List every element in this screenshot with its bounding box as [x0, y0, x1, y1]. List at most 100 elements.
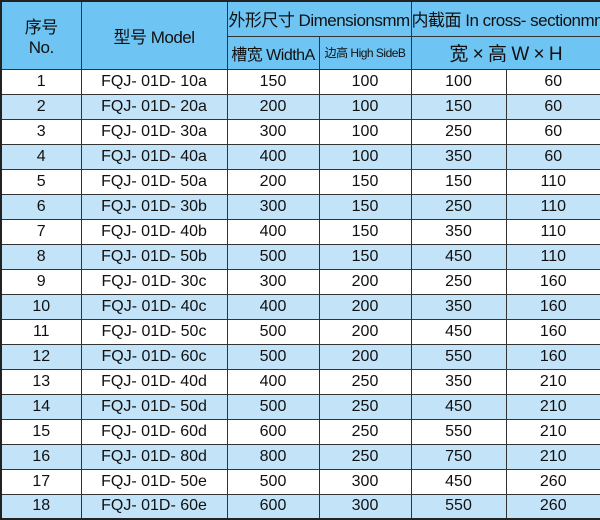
cell-width: 600	[226, 493, 320, 520]
cell-inner-width: 150	[410, 93, 507, 120]
cell-inner-width: 450	[410, 393, 507, 420]
cell-width: 150	[226, 68, 320, 95]
cell-high-side: 100	[318, 118, 412, 145]
cell-inner-width: 250	[410, 193, 507, 220]
cell-inner-width: 350	[410, 293, 507, 320]
cell-model: FQJ- 01D- 60d	[80, 418, 228, 445]
cell-no: 14	[0, 393, 82, 420]
cell-inner-width: 250	[410, 268, 507, 295]
table-row: 11 FQJ- 01D- 50c 500 200 450 160	[0, 318, 600, 345]
table-row: 18 FQJ- 01D- 60e 600 300 550 260	[0, 493, 600, 520]
table-row: 12 FQJ- 01D- 60c 500 200 550 160	[0, 343, 600, 370]
cell-inner-width: 450	[410, 243, 507, 270]
cell-high-side: 100	[318, 93, 412, 120]
header-width: 槽宽 WidthA	[226, 35, 320, 70]
cell-inner-height: 60	[505, 118, 600, 145]
cell-no: 3	[0, 118, 82, 145]
cell-model: FQJ- 01D- 50d	[80, 393, 228, 420]
header-no-cn: 序号	[24, 17, 59, 37]
cell-inner-height: 210	[505, 368, 600, 395]
cell-no: 5	[0, 168, 82, 195]
cell-model: FQJ- 01D- 60c	[80, 343, 228, 370]
cell-no: 10	[0, 293, 82, 320]
cell-inner-height: 60	[505, 143, 600, 170]
table-row: 7 FQJ- 01D- 40b 400 150 350 110	[0, 218, 600, 245]
cell-width: 500	[226, 468, 320, 495]
cell-high-side: 250	[318, 443, 412, 470]
cell-model: FQJ- 01D- 30a	[80, 118, 228, 145]
table-row: 10 FQJ- 01D- 40c 400 200 350 160	[0, 293, 600, 320]
header-high-side: 边高 High SideB	[318, 35, 412, 70]
cell-inner-height: 60	[505, 93, 600, 120]
cell-no: 11	[0, 318, 82, 345]
cell-inner-width: 350	[410, 368, 507, 395]
cell-no: 2	[0, 93, 82, 120]
cell-no: 8	[0, 243, 82, 270]
cell-inner-height: 210	[505, 443, 600, 470]
table-row: 1 FQJ- 01D- 10a 150 100 100 60	[0, 68, 600, 95]
cell-width: 400	[226, 143, 320, 170]
cell-width: 500	[226, 318, 320, 345]
header-model: 型号 Model	[80, 0, 228, 70]
cell-high-side: 150	[318, 243, 412, 270]
cell-inner-height: 110	[505, 218, 600, 245]
table-row: 14 FQJ- 01D- 50d 500 250 450 210	[0, 393, 600, 420]
table-row: 2 FQJ- 01D- 20a 200 100 150 60	[0, 93, 600, 120]
cell-inner-height: 160	[505, 318, 600, 345]
cell-width: 300	[226, 268, 320, 295]
cell-high-side: 100	[318, 68, 412, 95]
cell-inner-width: 550	[410, 418, 507, 445]
cell-model: FQJ- 01D- 30b	[80, 193, 228, 220]
cell-inner-height: 160	[505, 343, 600, 370]
table-row: 9 FQJ- 01D- 30c 300 200 250 160	[0, 268, 600, 295]
cell-inner-width: 750	[410, 443, 507, 470]
cell-high-side: 200	[318, 268, 412, 295]
cell-inner-height: 110	[505, 243, 600, 270]
cell-high-side: 150	[318, 168, 412, 195]
cell-width: 300	[226, 118, 320, 145]
cell-model: FQJ- 01D- 50e	[80, 468, 228, 495]
table-row: 15 FQJ- 01D- 60d 600 250 550 210	[0, 418, 600, 445]
cell-inner-width: 350	[410, 218, 507, 245]
cell-inner-height: 260	[505, 493, 600, 520]
cell-no: 9	[0, 268, 82, 295]
cell-inner-height: 160	[505, 268, 600, 295]
cell-inner-height: 110	[505, 193, 600, 220]
cell-model: FQJ- 01D- 50c	[80, 318, 228, 345]
cell-high-side: 150	[318, 193, 412, 220]
cell-inner-height: 60	[505, 68, 600, 95]
cell-model: FQJ- 01D- 10a	[80, 68, 228, 95]
cell-no: 7	[0, 218, 82, 245]
cell-model: FQJ- 01D- 40a	[80, 143, 228, 170]
cell-high-side: 250	[318, 393, 412, 420]
cell-inner-width: 450	[410, 468, 507, 495]
cell-inner-width: 550	[410, 493, 507, 520]
cell-model: FQJ- 01D- 40c	[80, 293, 228, 320]
cell-no: 16	[0, 443, 82, 470]
table-row: 3 FQJ- 01D- 30a 300 100 250 60	[0, 118, 600, 145]
cell-no: 1	[0, 68, 82, 95]
table-row: 13 FQJ- 01D- 40d 400 250 350 210	[0, 368, 600, 395]
cell-high-side: 300	[318, 493, 412, 520]
cell-no: 18	[0, 493, 82, 520]
cell-inner-width: 550	[410, 343, 507, 370]
cell-high-side: 300	[318, 468, 412, 495]
cell-no: 13	[0, 368, 82, 395]
cell-inner-height: 210	[505, 418, 600, 445]
cell-high-side: 250	[318, 418, 412, 445]
cell-no: 4	[0, 143, 82, 170]
cell-inner-height: 160	[505, 293, 600, 320]
cell-width: 500	[226, 243, 320, 270]
cell-high-side: 200	[318, 343, 412, 370]
cell-high-side: 200	[318, 293, 412, 320]
header-no: 序号 No.	[0, 0, 82, 70]
cell-no: 6	[0, 193, 82, 220]
cell-width: 500	[226, 343, 320, 370]
cell-inner-width: 450	[410, 318, 507, 345]
cell-no: 17	[0, 468, 82, 495]
cell-width: 400	[226, 218, 320, 245]
header-cross-section: 内截面 In cross- sectionmm	[410, 0, 600, 37]
cell-width: 200	[226, 168, 320, 195]
header-wh: 宽 × 高 W × H	[410, 35, 600, 70]
cell-width: 200	[226, 93, 320, 120]
